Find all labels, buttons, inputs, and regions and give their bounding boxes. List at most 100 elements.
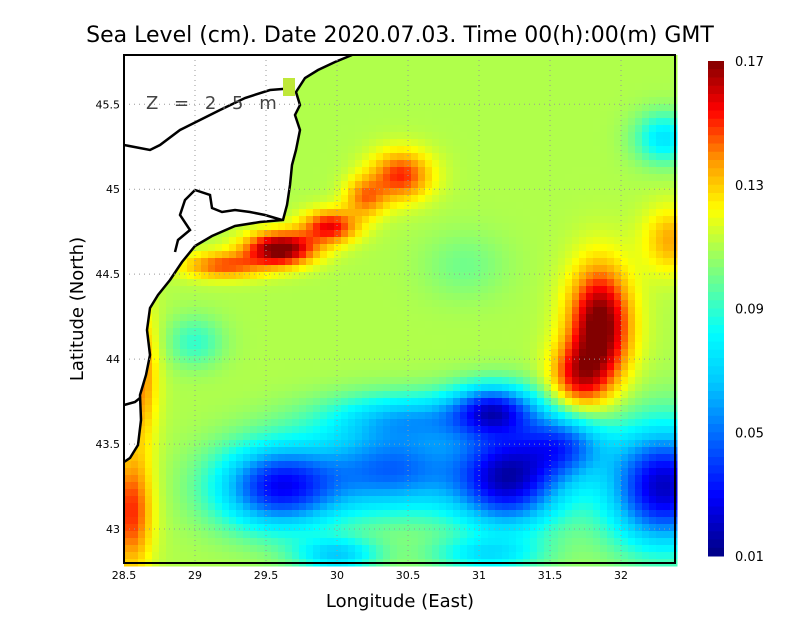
heatmap-cell — [229, 517, 237, 525]
heatmap-cell — [460, 335, 468, 343]
heatmap-cell — [474, 139, 482, 147]
heatmap-cell — [453, 496, 461, 504]
heatmap-cell — [446, 132, 454, 140]
heatmap-cell — [579, 391, 587, 399]
heatmap-cell — [292, 342, 300, 350]
heatmap-cell — [334, 384, 342, 392]
heatmap-cell — [390, 482, 398, 490]
heatmap-cell — [299, 440, 307, 448]
heatmap-cell — [488, 104, 496, 112]
heatmap-cell — [502, 90, 510, 98]
heatmap-cell — [152, 419, 160, 427]
heatmap-cell — [411, 307, 419, 315]
heatmap-cell — [166, 342, 174, 350]
heatmap-cell — [474, 62, 482, 70]
heatmap-cell — [537, 356, 545, 364]
heatmap-cell — [271, 377, 279, 385]
heatmap-cell — [166, 482, 174, 490]
heatmap-cell — [488, 293, 496, 301]
heatmap-cell — [229, 468, 237, 476]
heatmap-cell — [341, 244, 349, 252]
heatmap-cell — [180, 342, 188, 350]
heatmap-cell — [446, 363, 454, 371]
heatmap-cell — [523, 209, 531, 217]
heatmap-cell — [425, 517, 433, 525]
heatmap-cell — [551, 132, 559, 140]
heatmap-cell — [537, 251, 545, 259]
heatmap-cell — [138, 545, 146, 553]
heatmap-cell — [600, 55, 608, 63]
heatmap-cell — [586, 314, 594, 322]
heatmap-cell — [579, 482, 587, 490]
heatmap-cell — [243, 272, 251, 280]
heatmap-cell — [341, 174, 349, 182]
heatmap-cell — [138, 510, 146, 518]
heatmap-cell — [502, 384, 510, 392]
heatmap-cell — [369, 370, 377, 378]
heatmap-cell — [348, 489, 356, 497]
heatmap-cell — [208, 433, 216, 441]
heatmap-cell — [299, 153, 307, 161]
heatmap-cell — [250, 426, 258, 434]
heatmap-cell — [565, 419, 573, 427]
heatmap-cell — [530, 265, 538, 273]
heatmap-cell — [418, 202, 426, 210]
heatmap-cell — [439, 433, 447, 441]
heatmap-cell — [194, 293, 202, 301]
heatmap-cell — [474, 482, 482, 490]
heatmap-cell — [516, 538, 524, 546]
heatmap-cell — [523, 412, 531, 420]
heatmap-cell — [439, 62, 447, 70]
heatmap-cell — [215, 419, 223, 427]
heatmap-cell — [488, 370, 496, 378]
heatmap-cell — [194, 328, 202, 336]
heatmap-cell — [313, 489, 321, 497]
heatmap-cell — [418, 251, 426, 259]
heatmap-cell — [355, 174, 363, 182]
heatmap-cell — [299, 328, 307, 336]
heatmap-cell — [334, 90, 342, 98]
heatmap-cell — [299, 405, 307, 413]
heatmap-cell — [257, 475, 265, 483]
heatmap-cell — [369, 69, 377, 77]
heatmap-cell — [383, 342, 391, 350]
heatmap-cell — [334, 244, 342, 252]
heatmap-cell — [509, 286, 517, 294]
heatmap-cell — [495, 510, 503, 518]
heatmap-cell — [257, 552, 265, 560]
heatmap-cell — [495, 545, 503, 553]
heatmap-cell — [362, 132, 370, 140]
heatmap-cell — [446, 230, 454, 238]
heatmap-cell — [467, 314, 475, 322]
heatmap-cell — [495, 90, 503, 98]
heatmap-cell — [362, 279, 370, 287]
heatmap-cell — [257, 349, 265, 357]
heatmap-cell — [551, 300, 559, 308]
heatmap-cell — [523, 447, 531, 455]
heatmap-cell — [376, 496, 384, 504]
heatmap-cell — [551, 468, 559, 476]
heatmap-cell — [425, 419, 433, 427]
heatmap-cell — [355, 531, 363, 539]
heatmap-cell — [362, 188, 370, 196]
heatmap-cell — [516, 419, 524, 427]
heatmap-cell — [222, 384, 230, 392]
heatmap-cell — [544, 454, 552, 462]
heatmap-cell — [236, 293, 244, 301]
heatmap-cell — [229, 335, 237, 343]
heatmap-cell — [586, 377, 594, 385]
heatmap-cell — [558, 377, 566, 385]
heatmap-cell — [173, 489, 181, 497]
heatmap-cell — [390, 391, 398, 399]
heatmap-cell — [411, 384, 419, 392]
heatmap-cell — [579, 342, 587, 350]
heatmap-cell — [593, 412, 601, 420]
heatmap-cell — [138, 531, 146, 539]
heatmap-cell — [586, 328, 594, 336]
heatmap-cell — [320, 517, 328, 525]
heatmap-cell — [152, 440, 160, 448]
heatmap-cell — [264, 279, 272, 287]
heatmap-cell — [425, 111, 433, 119]
heatmap-cell — [215, 524, 223, 532]
heatmap-cell — [460, 97, 468, 105]
